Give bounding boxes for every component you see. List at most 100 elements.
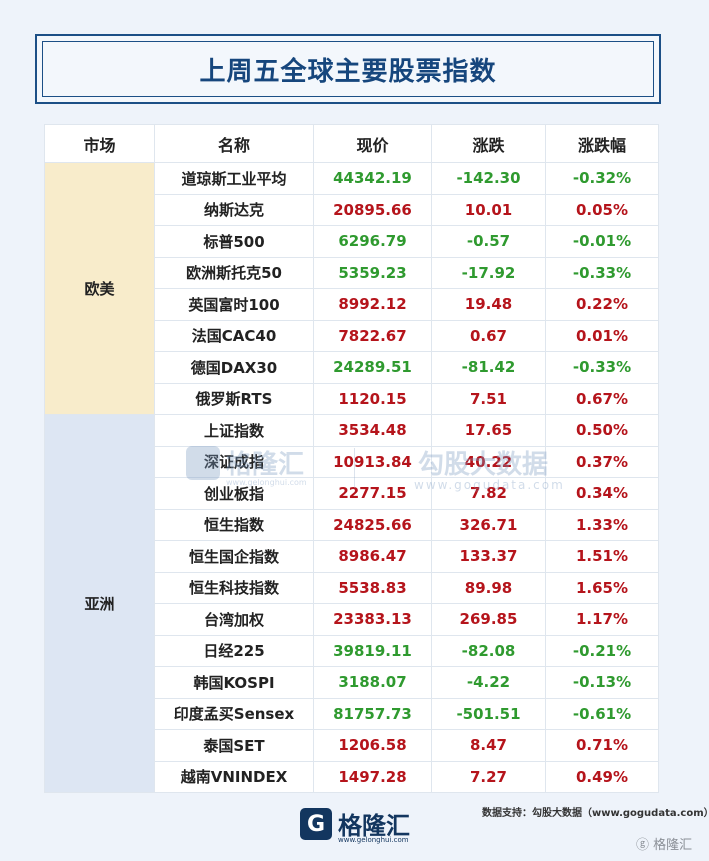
header-name: 名称 — [154, 124, 314, 163]
change-cell: -17.92 — [431, 256, 546, 289]
table-row: 亚洲 上证指数 3534.48 17.65 0.50% — [44, 414, 659, 793]
change-pct-cell: -0.33% — [545, 351, 659, 384]
change-pct-cell: 0.34% — [545, 477, 659, 510]
page-title: 上周五全球主要股票指数 — [199, 56, 497, 87]
price-cell: 44342.19 — [313, 162, 432, 195]
table-row: 越南VNINDEX 1497.28 7.27 0.49% — [45, 760, 659, 793]
table-row: 日经225 39819.11 -82.08 -0.21% — [45, 634, 659, 667]
logo-g-icon: G — [300, 808, 332, 840]
table-row: 深证成指 10913.84 40.22 0.37% — [45, 445, 659, 478]
price-cell: 8986.47 — [313, 540, 432, 573]
change-cell: -0.57 — [431, 225, 546, 258]
name-cell: 德国DAX30 — [154, 351, 314, 384]
change-cell: 7.27 — [431, 760, 546, 793]
name-cell: 欧洲斯托克50 — [154, 256, 314, 289]
price-cell: 23383.13 — [313, 603, 432, 636]
table-row: 标普500 6296.79 -0.57 -0.01% — [45, 225, 659, 258]
table-row: 恒生科技指数 5538.83 89.98 1.65% — [45, 571, 659, 604]
name-cell: 台湾加权 — [154, 603, 314, 636]
price-cell: 3534.48 — [313, 414, 432, 447]
price-cell: 39819.11 — [313, 634, 432, 667]
change-cell: -81.42 — [431, 351, 546, 384]
index-table: 市场 名称 现价 涨跌 涨跌幅 欧美 道琼斯工业平均 44342.19 -142.30… — [44, 124, 659, 793]
change-cell: 40.22 — [431, 445, 546, 478]
table-row: 德国DAX30 24289.51 -81.42 -0.33% — [45, 351, 659, 384]
change-cell: 7.51 — [431, 382, 546, 415]
table-row: 台湾加权 23383.13 269.85 1.17% — [45, 603, 659, 636]
name-cell: 恒生科技指数 — [154, 571, 314, 604]
table-row: 欧洲斯托克50 5359.23 -17.92 -0.33% — [45, 256, 659, 289]
change-cell: -82.08 — [431, 634, 546, 667]
change-pct-cell: -0.01% — [545, 225, 659, 258]
price-cell: 24825.66 — [313, 508, 432, 541]
change-cell: 326.71 — [431, 508, 546, 541]
name-cell: 恒生指数 — [154, 508, 314, 541]
name-cell: 越南VNINDEX — [154, 760, 314, 793]
name-cell: 上证指数 — [154, 414, 314, 447]
change-pct-cell: 0.22% — [545, 288, 659, 321]
title-banner: 上周五全球主要股票指数 — [35, 34, 661, 104]
change-pct-cell: -0.61% — [545, 697, 659, 730]
change-pct-cell: 0.67% — [545, 382, 659, 415]
change-cell: 269.85 — [431, 603, 546, 636]
table-row: 俄罗斯RTS 1120.15 7.51 0.67% — [45, 382, 659, 415]
market-cell: 亚洲 — [44, 414, 155, 793]
price-cell: 10913.84 — [313, 445, 432, 478]
name-cell: 英国富时100 — [154, 288, 314, 321]
table-row: 泰国SET 1206.58 8.47 0.71% — [45, 729, 659, 762]
header-change: 涨跌 — [431, 124, 546, 163]
change-pct-cell: 1.33% — [545, 508, 659, 541]
name-cell: 纳斯达克 — [154, 193, 314, 226]
table-body: 欧美 道琼斯工业平均 44342.19 -142.30 -0.32% 纳斯达克 20895.… — [44, 162, 659, 793]
table-row: 恒生指数 24825.66 326.71 1.33% — [45, 508, 659, 541]
price-cell: 1497.28 — [313, 760, 432, 793]
price-cell: 8992.12 — [313, 288, 432, 321]
change-pct-cell: -0.21% — [545, 634, 659, 667]
change-pct-cell: 0.37% — [545, 445, 659, 478]
title-inner-frame: 上周五全球主要股票指数 — [42, 41, 654, 97]
change-cell: 7.82 — [431, 477, 546, 510]
price-cell: 5538.83 — [313, 571, 432, 604]
change-cell: -142.30 — [431, 162, 546, 195]
name-cell: 俄罗斯RTS — [154, 382, 314, 415]
change-pct-cell: 0.50% — [545, 414, 659, 447]
change-cell: 89.98 — [431, 571, 546, 604]
change-pct-cell: 0.49% — [545, 760, 659, 793]
table-row: 英国富时100 8992.12 19.48 0.22% — [45, 288, 659, 321]
change-cell: 10.01 — [431, 193, 546, 226]
change-cell: 8.47 — [431, 729, 546, 762]
price-cell: 1206.58 — [313, 729, 432, 762]
table-row: 欧美 道琼斯工业平均 44342.19 -142.30 -0.32% — [44, 162, 659, 415]
change-pct-cell: 1.65% — [545, 571, 659, 604]
name-cell: 法国CAC40 — [154, 319, 314, 352]
price-cell: 81757.73 — [313, 697, 432, 730]
corner-watermark: ⓖ 格隆汇 — [636, 838, 693, 853]
table-row: 创业板指 2277.15 7.82 0.34% — [45, 477, 659, 510]
name-cell: 深证成指 — [154, 445, 314, 478]
table-header-row: 市场 名称 现价 涨跌 涨跌幅 — [44, 124, 659, 163]
change-pct-cell: 0.01% — [545, 319, 659, 352]
change-cell: 0.67 — [431, 319, 546, 352]
market-cell: 欧美 — [44, 162, 155, 415]
price-cell: 7822.67 — [313, 319, 432, 352]
header-market: 市场 — [44, 124, 155, 163]
name-cell: 标普500 — [154, 225, 314, 258]
footer-url: www.gelonghui.com — [338, 836, 409, 844]
change-pct-cell: -0.13% — [545, 666, 659, 699]
data-source-note: 数据支持：勾股大数据（www.gogudata.com） — [482, 808, 709, 819]
change-cell: 133.37 — [431, 540, 546, 573]
change-cell: 19.48 — [431, 288, 546, 321]
price-cell: 2277.15 — [313, 477, 432, 510]
price-cell: 6296.79 — [313, 225, 432, 258]
footer-logo: G 格隆汇 www.gelonghui.com — [300, 806, 440, 848]
change-pct-cell: 1.17% — [545, 603, 659, 636]
table-row: 纳斯达克 20895.66 10.01 0.05% — [45, 193, 659, 226]
price-cell: 3188.07 — [313, 666, 432, 699]
name-cell: 韩国KOSPI — [154, 666, 314, 699]
price-cell: 24289.51 — [313, 351, 432, 384]
table-row: 韩国KOSPI 3188.07 -4.22 -0.13% — [45, 666, 659, 699]
name-cell: 泰国SET — [154, 729, 314, 762]
change-cell: -501.51 — [431, 697, 546, 730]
change-cell: 17.65 — [431, 414, 546, 447]
price-cell: 1120.15 — [313, 382, 432, 415]
